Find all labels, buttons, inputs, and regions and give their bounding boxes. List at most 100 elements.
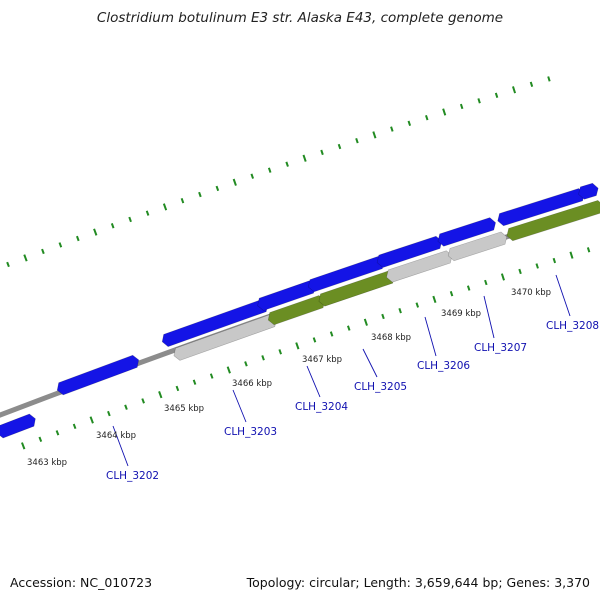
inner-tick-mark (484, 279, 488, 286)
inner-tick-mark (363, 318, 368, 326)
gene-label-clh-3208[interactable]: CLH_3208 (546, 320, 599, 332)
gene-clh-3208-b[interactable] (506, 200, 600, 242)
inner-tick-mark (278, 349, 282, 355)
gene-clh-3208[interactable] (497, 188, 585, 227)
kbp-label-3467: 3467 kbp (302, 355, 342, 365)
inner-tick-mark (21, 442, 26, 450)
accession-label: Accession: NC_010723 (10, 575, 153, 590)
inner-tick-mark (72, 423, 77, 430)
label-leader-line (362, 348, 378, 378)
outer-tick-mark (232, 178, 237, 186)
outer-tick-mark (512, 86, 517, 94)
label-leader-line (112, 425, 129, 467)
inner-tick-mark (381, 313, 385, 320)
outer-tick-mark (128, 216, 132, 223)
kbp-label-3466: 3466 kbp (232, 379, 272, 389)
outer-tick-mark (110, 223, 115, 229)
outer-tick-mark (180, 198, 185, 204)
outer-tick-mark (547, 76, 551, 82)
gene-features (0, 182, 600, 439)
kbp-label-3465: 3465 kbp (164, 404, 204, 414)
inner-tick-mark (346, 325, 351, 331)
gene-clh-3209[interactable] (578, 182, 599, 200)
kbp-labels: 3463 kbp 3464 kbp 3465 kbp 3466 kbp 3467… (27, 288, 551, 468)
inner-tick-mark (192, 379, 197, 385)
gene-label-clh-3203[interactable]: CLH_3203 (224, 426, 277, 438)
outer-tick-mark (494, 92, 499, 98)
inner-tick-mark (432, 295, 437, 303)
outer-tick-mark (372, 131, 377, 139)
inner-tick-mark (141, 398, 145, 404)
outer-tick-mark (529, 81, 534, 88)
outer-tick-mark (407, 120, 412, 127)
outer-tick-mark (442, 108, 447, 116)
outer-tick-mark (459, 103, 464, 110)
gene-name-labels: CLH_3202 CLH_3203 CLH_3204 CLH_3205 CLH_… (106, 320, 599, 482)
label-leader-line (232, 389, 247, 423)
label-leader-line (555, 274, 571, 317)
outer-tick-mark (76, 235, 80, 242)
inner-tick-mark (398, 308, 402, 314)
inner-tick-mark (38, 436, 43, 442)
outer-tick-mark (320, 149, 324, 156)
kbp-label-3468: 3468 kbp (371, 333, 411, 343)
gene-label-clh-3204[interactable]: CLH_3204 (295, 401, 348, 413)
outer-tick-mark (477, 98, 481, 104)
inner-tick-mark (226, 366, 231, 374)
outer-tick-mark (425, 114, 429, 121)
outer-tick-mark (145, 210, 150, 216)
inner-tick-track (21, 247, 591, 450)
outer-tick-mark (355, 137, 359, 144)
outer-tick-mark (285, 161, 289, 167)
outer-tick-mark (250, 173, 255, 179)
outer-tick-mark (198, 191, 202, 198)
inner-tick-mark (535, 263, 539, 269)
inner-tick-mark (107, 410, 111, 417)
inner-tick-mark (158, 391, 163, 399)
inner-tick-mark (55, 430, 60, 436)
inner-tick-mark (209, 373, 214, 379)
inner-tick-mark (124, 404, 128, 410)
label-leader-lines (112, 274, 571, 467)
inner-tick-mark (586, 247, 591, 253)
inner-tick-mark (415, 302, 420, 308)
gene-clh-3204[interactable] (257, 280, 316, 311)
label-leader-line (483, 295, 495, 339)
genome-title: Clostridium botulinum E3 str. Alaska E43… (96, 10, 504, 26)
gene-clh-3201[interactable] (0, 413, 36, 439)
gene-clh-3206-b[interactable] (386, 250, 453, 283)
inner-tick-mark (552, 257, 557, 264)
gene-label-clh-3205[interactable]: CLH_3205 (354, 381, 407, 393)
gene-clh-3207-b[interactable] (447, 231, 508, 262)
gene-clh-3207[interactable] (437, 217, 496, 247)
gene-clh-3206[interactable] (376, 235, 443, 268)
inner-tick-mark (312, 337, 317, 343)
inner-tick-mark (244, 361, 248, 367)
inner-tick-mark (329, 331, 334, 337)
outer-tick-mark (41, 248, 45, 255)
outer-tick-mark (93, 228, 98, 236)
gene-clh-3202[interactable] (56, 354, 140, 396)
outer-tick-mark (390, 126, 394, 132)
gene-label-clh-3207[interactable]: CLH_3207 (474, 342, 527, 354)
inner-tick-mark (466, 285, 471, 291)
topology-label: Topology: circular; Length: 3,659,644 bp… (246, 575, 590, 590)
gene-clh-3205[interactable] (307, 256, 385, 293)
inner-tick-mark (175, 385, 180, 392)
inner-tick-mark (518, 268, 522, 275)
outer-tick-mark (6, 261, 10, 268)
inner-tick-mark (569, 251, 574, 259)
kbp-label-3464: 3464 kbp (96, 431, 136, 441)
kbp-label-3469: 3469 kbp (441, 309, 481, 319)
gene-label-clh-3206[interactable]: CLH_3206 (417, 360, 470, 372)
gene-clh-3204-b[interactable] (267, 295, 326, 326)
kbp-label-3470: 3470 kbp (511, 288, 551, 298)
inner-tick-mark (295, 342, 300, 350)
outer-tick-mark (302, 154, 307, 162)
gene-label-clh-3202[interactable]: CLH_3202 (106, 470, 159, 482)
kbp-label-3463: 3463 kbp (27, 458, 67, 468)
label-leader-line (424, 316, 437, 357)
inner-tick-mark (500, 273, 505, 281)
outer-tick-mark (215, 185, 220, 192)
